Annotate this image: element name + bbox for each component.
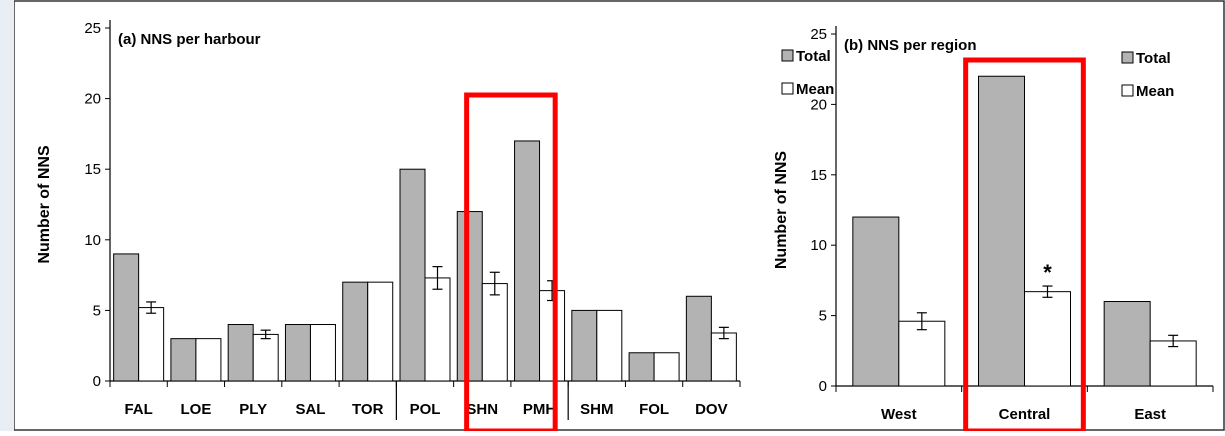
y-tick-label: 5	[93, 302, 101, 319]
total-bar-dov	[685, 295, 712, 382]
total-bar-tor	[342, 281, 369, 382]
legend-label-mean: Mean	[1136, 83, 1174, 100]
x-tick-label-fol: FOL	[639, 401, 669, 418]
x-tick-label-loe: LOE	[180, 401, 211, 418]
y-tick-label: 15	[810, 167, 827, 184]
x-tick-label-dov: DOV	[695, 401, 728, 418]
mean-bar-pmh	[539, 290, 566, 382]
total-bar-fol	[628, 352, 655, 382]
y-tick-label: 25	[810, 26, 827, 43]
y-tick-label: 25	[84, 20, 101, 37]
mean-bar-sal	[309, 324, 336, 382]
significance-marker: *	[1043, 260, 1052, 285]
y-tick-label: 10	[810, 237, 827, 254]
x-tick-label-pol: POL	[410, 401, 441, 418]
x-tick-label-central: Central	[999, 406, 1051, 423]
y-tick-label: 0	[819, 378, 827, 395]
mean-bar-tor	[367, 281, 394, 382]
total-bar-fal	[113, 253, 140, 382]
mean-bar-shn	[481, 283, 508, 382]
chart-title: (b) NNS per region	[844, 37, 977, 54]
y-axis-label: Number of NNS	[773, 151, 790, 270]
x-tick-label-east: East	[1134, 406, 1166, 423]
x-tick-label-west: West	[881, 406, 917, 423]
x-tick-label-sal: SAL	[295, 401, 325, 418]
y-tick-label: 10	[84, 232, 101, 249]
total-bar-shm	[571, 309, 598, 382]
total-bar-loe	[170, 338, 197, 382]
y-tick-label: 15	[84, 161, 101, 178]
mean-bar-pol	[424, 277, 451, 382]
legend-swatch-total	[781, 49, 794, 62]
y-tick-label: 20	[84, 91, 101, 108]
x-tick-label-ply: PLY	[239, 401, 267, 418]
chart-a-group: 0 5 10 15 20 25 Number of NNS (a) NNS per harbo…	[36, 20, 834, 434]
legend-label-total: Total	[796, 48, 831, 65]
legend-label-mean: Mean	[796, 81, 834, 98]
mean-bar-loe	[195, 338, 222, 382]
legend-swatch-total	[1121, 51, 1134, 64]
legend-swatch-mean	[781, 82, 794, 95]
total-bar-ply	[227, 324, 254, 382]
y-tick-label: 5	[819, 308, 827, 325]
total-bar-shn	[456, 211, 483, 382]
mean-bar-central	[1024, 291, 1071, 387]
total-bar-east	[1103, 301, 1151, 387]
left-panel-shade	[0, 0, 14, 431]
mean-bar-west	[898, 320, 946, 387]
x-tick-label-shm: SHM	[580, 401, 613, 418]
total-bar-central	[978, 75, 1025, 387]
mean-bar-east	[1149, 340, 1197, 387]
x-tick-label-tor: TOR	[352, 401, 384, 418]
mean-bar-fol	[653, 352, 680, 382]
y-axis-label: Number of NNS	[36, 145, 53, 264]
y-tick-label: 0	[93, 373, 101, 390]
legend-label-total: Total	[1136, 50, 1171, 67]
mean-bar-ply	[252, 333, 279, 382]
legend-swatch-mean	[1121, 84, 1134, 97]
x-tick-label-fal: FAL	[124, 401, 152, 418]
total-bar-pmh	[514, 140, 541, 382]
mean-bar-dov	[710, 332, 737, 382]
x-tick-label-pmh: PMH	[523, 401, 556, 418]
y-tick-label: 20	[810, 96, 827, 113]
mean-bar-shm	[596, 309, 623, 382]
total-bar-west	[852, 216, 900, 387]
mean-bar-fal	[138, 307, 165, 382]
total-bar-pol	[399, 168, 426, 382]
chart-b-group: 0 5 10 15 20 25 Number of NNS (b) NNS per regio…	[773, 26, 1214, 434]
total-bar-sal	[284, 324, 311, 382]
x-tick-label-shn: SHN	[466, 401, 498, 418]
chart-title: (a) NNS per harbour	[118, 31, 261, 48]
